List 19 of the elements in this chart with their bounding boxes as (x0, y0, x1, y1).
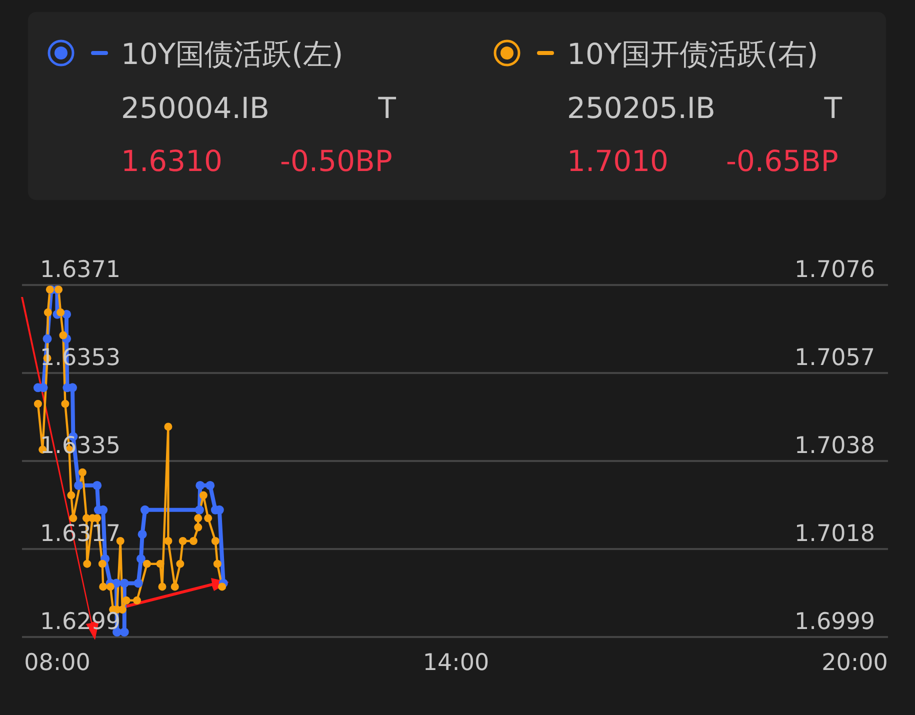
y-tick-label: 1.6371 (40, 257, 120, 283)
x-tick-label: 08:00 (24, 650, 90, 676)
text: 250004.IB (121, 91, 270, 125)
x-tick-label: 20:00 (822, 650, 888, 676)
y2-tick-label: 1.7057 (794, 345, 875, 371)
text: T (823, 91, 842, 125)
y2-tick-label: 1.7076 (794, 257, 875, 283)
x-tick-label: 14:00 (422, 650, 490, 676)
text: 1.6310 (121, 144, 222, 178)
text: -0.50BP (280, 144, 392, 178)
text: 1.7010 (567, 144, 668, 178)
text: T (377, 91, 396, 125)
text: -0.65BP (726, 144, 838, 178)
y2-tick-label: 1.6999 (794, 609, 875, 635)
legend-label: 10Y国债活跃(左) (121, 37, 344, 71)
y2-tick-label: 1.7018 (794, 521, 875, 547)
text: 250205.IB (567, 91, 716, 125)
y2-tick-label: 1.7038 (794, 433, 875, 459)
legend-label: 10Y国开债活跃(右) (567, 37, 818, 71)
